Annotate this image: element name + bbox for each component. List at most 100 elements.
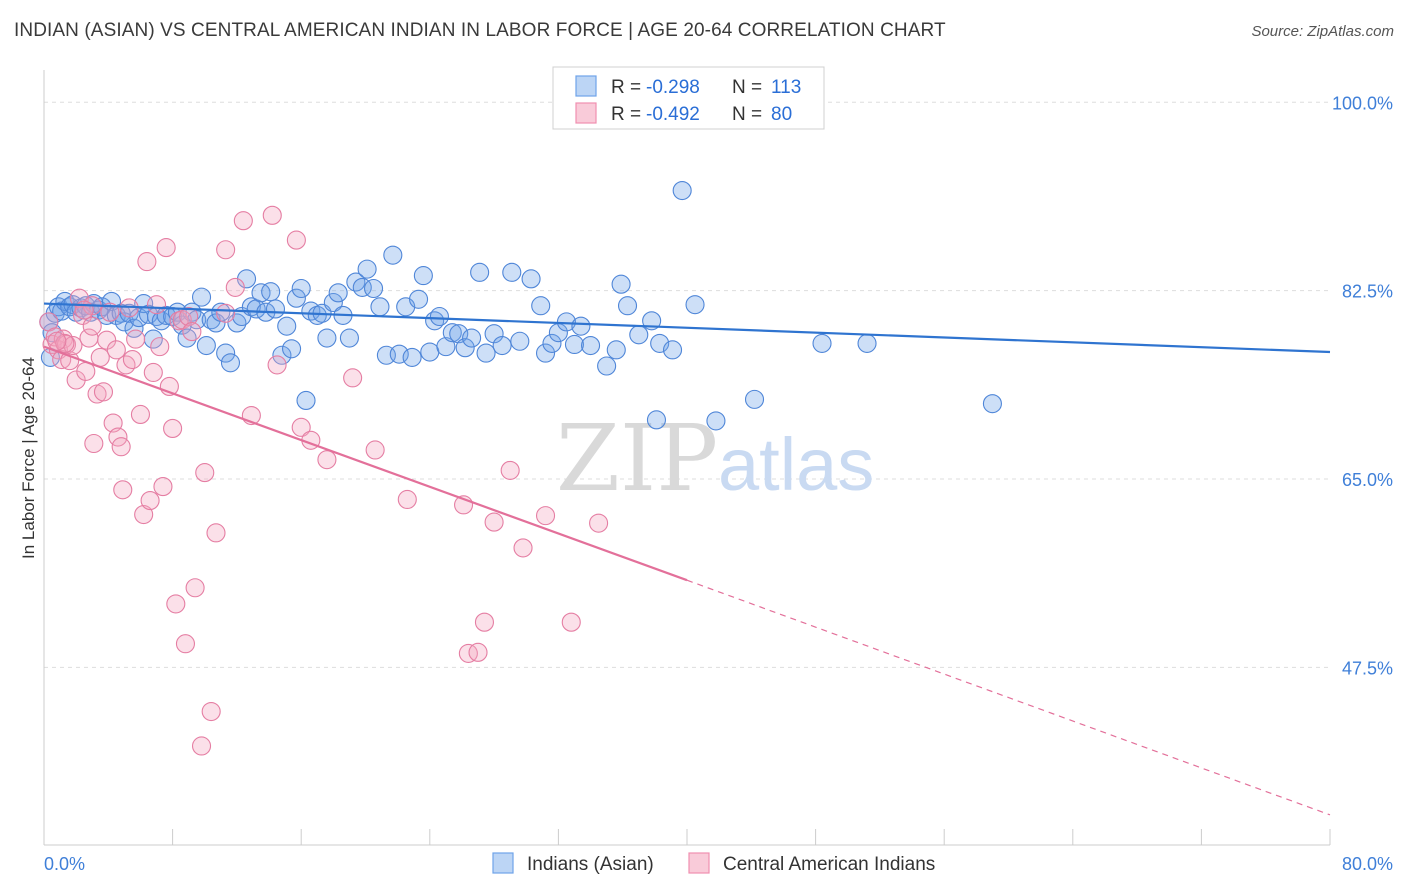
- indians-asian-point-104: [629, 325, 649, 345]
- central-american-indians-point-18: [93, 382, 114, 402]
- central-american-indians-point-38: [156, 238, 176, 258]
- trend-lines: [43, 302, 1331, 816]
- x-tick-labels: 0.0% 80.0%: [44, 854, 1393, 874]
- central-american-indians-point-57: [262, 205, 282, 225]
- y-tick-label-1: 65.0%: [1342, 470, 1393, 490]
- central-american-indians-point-59: [286, 230, 306, 250]
- indians-asian-point-98: [571, 316, 591, 336]
- indians-asian-point-38: [206, 313, 226, 333]
- central-american-indians-point-70: [484, 512, 504, 532]
- axes: [43, 70, 1331, 846]
- indians-asian-point-41: [220, 353, 241, 373]
- central-american-indians-point-8: [63, 336, 83, 356]
- central-american-indians-point-24: [111, 437, 131, 457]
- central-american-indians-point-63: [343, 368, 363, 388]
- indians-asian-point-76: [413, 266, 433, 286]
- chart-title: INDIAN (ASIAN) VS CENTRAL AMERICAN INDIA…: [14, 20, 946, 41]
- central-american-indians-point-32: [137, 252, 157, 272]
- indians-asian-point-106: [646, 410, 667, 430]
- central-american-indians-point-33: [140, 491, 160, 511]
- indians-asian-point-53: [282, 339, 302, 359]
- central-american-indians-point-79: [47, 331, 67, 351]
- indians-asian-point-74: [402, 347, 422, 367]
- central-american-indians-point-48: [191, 736, 212, 756]
- central-american-indians-point-50: [201, 701, 221, 722]
- watermark-zip: ZIP: [556, 405, 718, 512]
- central-american-indians-point-52: [206, 523, 226, 543]
- legend-r-value-1: -0.298: [646, 77, 700, 98]
- indians-asian-point-113: [812, 333, 832, 353]
- indians-asian-point-111: [706, 411, 726, 431]
- central-american-indians-point-74: [561, 612, 581, 632]
- indians-asian-point-51: [272, 345, 292, 365]
- central-american-indians-point-45: [179, 306, 199, 327]
- central-american-indians-point-69: [474, 612, 495, 632]
- central-american-indians-point-22: [106, 340, 126, 360]
- indians-asian-point-93: [535, 343, 556, 363]
- indians-asian-point-56: [296, 390, 316, 411]
- central-american-indians-point-72: [513, 538, 533, 558]
- central-american-indians-point-29: [126, 329, 146, 349]
- central-american-indians-point-35: [146, 295, 167, 315]
- indians-asian-point-86: [476, 343, 496, 363]
- central-american-indians-point-58: [267, 355, 287, 375]
- indians-asian-point-65: [346, 272, 366, 292]
- indians-asian-point-115: [982, 394, 1002, 414]
- indians-asian-point-71: [383, 245, 403, 265]
- watermark-atlas: atlas: [718, 423, 874, 506]
- trend-line-central-american-indians-extrapolated: [686, 579, 1331, 816]
- bottom-legend-swatch-pink: [688, 852, 710, 874]
- indians-asian-point-67: [357, 259, 377, 279]
- central-american-indians-point-34: [143, 362, 163, 383]
- indians-asian-point-82: [449, 324, 469, 344]
- central-american-indians-point-49: [195, 463, 215, 483]
- indians-asian-point-69: [370, 297, 390, 317]
- indians-asian-point-75: [408, 289, 429, 309]
- bottom-legend-swatch-blue: [492, 852, 514, 874]
- indians-asian-point-112: [744, 389, 765, 409]
- central-american-indians-point-62: [317, 450, 337, 470]
- central-american-indians-point-28: [122, 349, 142, 370]
- indians-asian-point-61: [323, 292, 343, 313]
- indians-asian-point-64: [339, 328, 359, 348]
- central-american-indians-point-75: [589, 513, 609, 533]
- indians-asian-point-81: [442, 323, 462, 343]
- central-american-indians-point-30: [130, 404, 150, 424]
- indians-asian-point-54: [286, 288, 306, 308]
- indians-asian-point-99: [580, 336, 601, 356]
- trend-line-central-american-indians: [43, 345, 688, 582]
- central-american-indians-point-40: [163, 418, 183, 438]
- indians-asian-point-103: [617, 296, 638, 316]
- central-american-indians-point-64: [365, 440, 385, 460]
- central-american-indians-point-36: [150, 337, 170, 357]
- legend-n-value-1: 113: [771, 77, 801, 98]
- x-tick-label-1: 80.0%: [1342, 854, 1393, 874]
- central-american-indians-point-25: [113, 480, 133, 500]
- indians-asian-point-100: [597, 356, 617, 376]
- indians-asian-point-77: [420, 342, 440, 362]
- indians-asian-point-50: [265, 299, 286, 319]
- indians-asian-point-92: [531, 296, 551, 316]
- central-american-indians-point-26: [116, 355, 136, 375]
- central-american-indians-point-65: [397, 489, 417, 510]
- indians-asian-point-36: [196, 336, 216, 356]
- central-american-indians-point-55: [233, 211, 253, 231]
- central-american-indians-point-47: [185, 578, 205, 598]
- indians-asian-point-110: [685, 295, 705, 315]
- central-american-indians-point-71: [500, 460, 520, 480]
- central-american-indians-point-78: [55, 333, 75, 353]
- indians-asian-point-91: [521, 269, 541, 289]
- indians-asian-point-97: [564, 334, 585, 355]
- indians-asian-point-60: [317, 328, 337, 348]
- bottom-legend-label-pink: Central American Indians: [723, 854, 935, 875]
- central-american-indians-point-19: [97, 330, 117, 350]
- legend-n-value-2: 80: [771, 104, 792, 125]
- legend-r-label-2: R =: [611, 104, 641, 125]
- legend-r-label-1: R =: [611, 77, 641, 98]
- central-american-indians-point-46: [182, 322, 202, 342]
- indians-asian-point-83: [455, 338, 475, 358]
- central-american-indians-point-54: [225, 277, 245, 297]
- legend-n-label-1: N =: [732, 77, 762, 98]
- y-tick-labels: 47.5% 65.0% 82.5% 100.0%: [1332, 93, 1393, 678]
